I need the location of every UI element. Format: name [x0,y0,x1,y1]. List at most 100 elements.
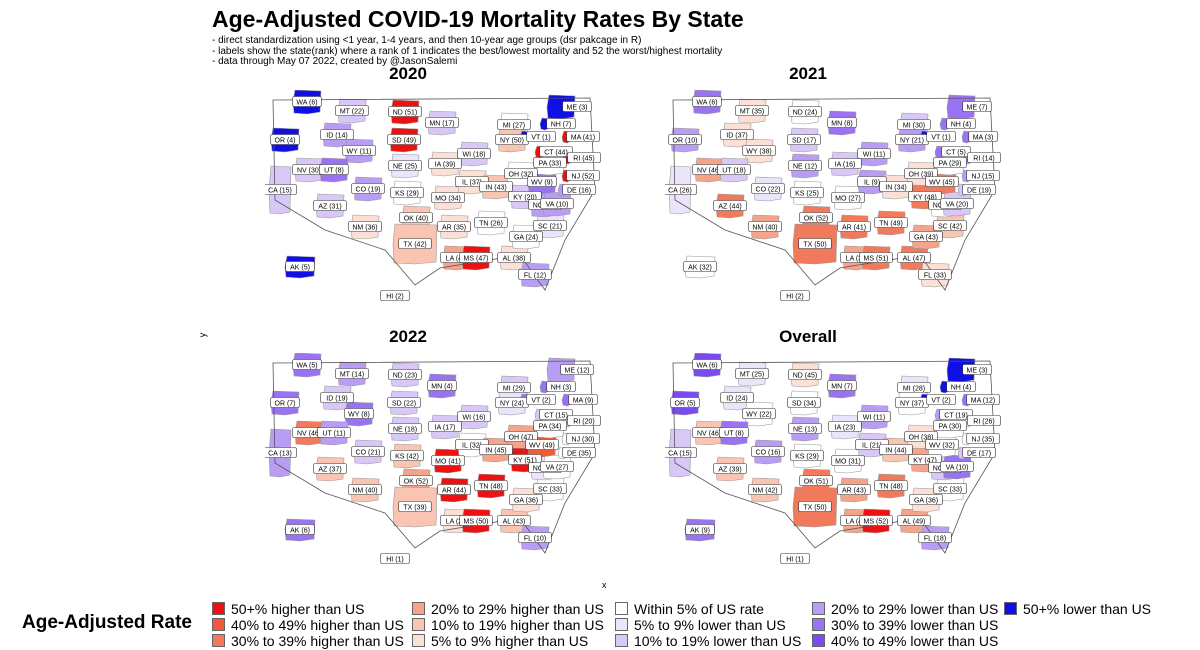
state-label: NE (13) [788,423,822,434]
svg-text:MA (9): MA (9) [573,398,594,405]
state-label: CO (16) [751,446,785,457]
state-label: FL (12) [518,269,552,280]
state-label: AK (9) [685,524,715,535]
state-label: KY (51) [508,454,542,465]
state-label: VA (10) [540,198,574,209]
svg-text:IA (17): IA (17) [435,425,456,432]
svg-text:VT (1): VT (1) [531,135,550,142]
svg-text:WY (22): WY (22) [746,412,772,419]
state-label: TX (39) [398,501,432,512]
svg-text:NJ (52): NJ (52) [572,174,595,181]
state-label: MT (25) [735,368,769,379]
state-label: WV (32) [925,439,959,450]
state-label: NM (36) [348,221,382,232]
state-label: ND (51) [388,106,422,117]
svg-text:FL (33): FL (33) [924,273,946,280]
state-label: NE (25) [388,160,422,171]
state-label: CA (13) [265,447,297,458]
state-label: WV (49) [525,439,559,450]
svg-text:SC (33): SC (33) [938,487,962,494]
svg-text:VA (20): VA (20) [946,202,969,209]
svg-text:MN (4): MN (4) [431,384,452,391]
state-label: WA (5) [292,359,322,370]
svg-text:FL (12): FL (12) [524,273,546,280]
state-label: MT (35) [735,105,769,116]
svg-text:MI (29): MI (29) [503,386,525,393]
svg-text:NE (25): NE (25) [393,164,417,171]
panel-title-overall: Overall [779,327,837,346]
state-label: WA (6) [692,96,722,107]
state-label: CA (15) [665,447,697,458]
state-label: AZ (44) [713,200,747,211]
svg-text:KS (29): KS (29) [795,454,819,461]
legend-label: 30% to 39% higher than US [231,632,404,649]
figure-subtitle: - direct standardization using <1 year, … [212,35,722,68]
state-label: MN (4) [427,380,457,391]
map-overall: WA (6) OR (5) CA (15) NV (46) ID (24) MT (25)… [665,353,1001,564]
state-label: NY (21) [895,134,929,145]
svg-text:AL (43): AL (43) [503,519,526,526]
state-label: SD (49) [387,134,421,145]
svg-text:WV (45): WV (45) [929,180,955,187]
legend-swatch [212,634,225,647]
state-label: AR (44) [437,484,471,495]
state-label: MN (7) [827,380,857,391]
state-label: ME (7) [962,101,992,112]
state-label: WY (11) [342,145,376,156]
state-label: AR (41) [837,221,871,232]
svg-text:TX (50): TX (50) [803,242,826,249]
legend-swatch [1004,602,1017,615]
state-label: TN (48) [474,480,508,491]
svg-text:TX (42): TX (42) [403,242,426,249]
legend-item: 10% to 19% higher than US [412,617,604,633]
svg-text:UT (8): UT (8) [724,431,744,438]
svg-text:AL (49): AL (49) [903,519,926,526]
svg-text:WI (11): WI (11) [863,152,885,159]
legend-swatch [615,634,628,647]
state-label: MA (9) [568,394,598,405]
legend-label: 20% to 29% lower than US [831,600,999,617]
svg-text:WI (11): WI (11) [863,415,885,422]
map-2020: WA (6) OR (4) CA (15) NV (30) ID (14) MT (22)… [265,90,601,301]
svg-text:OH (39): OH (39) [909,172,934,179]
svg-text:DE (16): DE (16) [567,188,591,195]
svg-text:NM (40): NM (40) [752,225,777,232]
svg-text:MT (22): MT (22) [340,109,364,116]
svg-text:OH (47): OH (47) [509,435,534,442]
state-label: CT (5) [941,146,971,157]
state-label: NJ (15) [966,170,1000,181]
state-label: NY (37) [895,397,929,408]
svg-text:TX (50): TX (50) [803,505,826,512]
state-label: OR (7) [270,397,300,408]
state-label: FL (33) [918,269,952,280]
state-label: MI (27) [497,119,531,130]
state-label: HI (2) [780,290,810,301]
svg-text:CT (5): CT (5) [946,150,966,157]
svg-text:ID (24): ID (24) [726,396,747,403]
legend-item: Within 5% of US rate [615,601,764,617]
state-label: SC (33) [533,483,567,494]
subtitle-line: - data through May 07 2022, created by @… [212,56,458,67]
state-label: AL (43) [497,515,531,526]
state-label: IA (17) [428,421,462,432]
svg-text:SC (42): SC (42) [938,224,962,231]
svg-text:OR (10): OR (10) [673,138,698,145]
state-label: CA (15) [265,184,297,195]
state-label: MO (27) [831,192,865,203]
state-label: WI (18) [457,148,491,159]
svg-text:MO (27): MO (27) [835,196,861,203]
state-label: ID (24) [720,392,754,403]
state-label: GA (36) [509,494,543,505]
svg-text:RI (26): RI (26) [973,419,994,426]
svg-text:TN (26): TN (26) [479,221,503,228]
state-label: PA (29) [933,157,967,168]
svg-text:MN (7): MN (7) [831,384,852,391]
svg-text:SD (22): SD (22) [392,401,416,408]
svg-text:WV (9): WV (9) [531,180,553,187]
state-label: ND (24) [788,106,822,117]
svg-text:OK (51): OK (51) [804,479,829,486]
state-label: ME (3) [962,364,992,375]
state-label: MT (22) [335,105,369,116]
svg-text:NJ (30): NJ (30) [572,437,595,444]
svg-text:NM (42): NM (42) [752,488,777,495]
